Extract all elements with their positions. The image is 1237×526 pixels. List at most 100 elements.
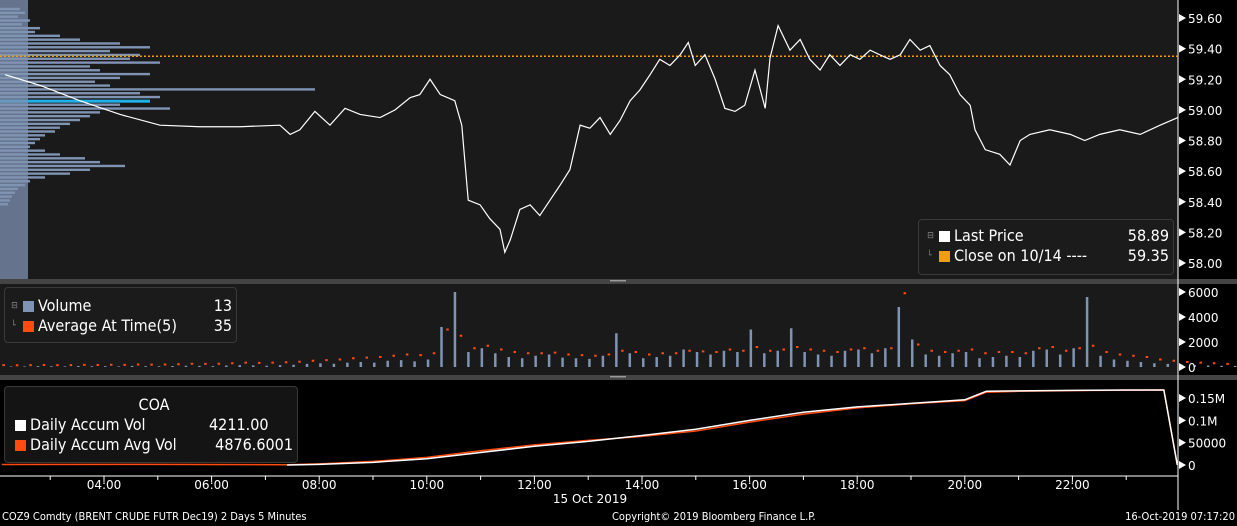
y-tick-marker xyxy=(1179,288,1186,296)
x-tick-label: 12:00 xyxy=(517,478,552,492)
average-dot xyxy=(795,346,799,348)
volume-bar xyxy=(1112,359,1116,367)
legend-item-volume[interactable]: ⊟ Volume 13 xyxy=(11,296,232,316)
volume-bar xyxy=(1233,365,1237,367)
average-dot xyxy=(446,328,449,331)
volume-bar xyxy=(520,358,524,367)
average-dot xyxy=(486,344,490,347)
volume-bar xyxy=(211,366,215,367)
divider-grip[interactable] xyxy=(610,280,626,282)
average-dot xyxy=(56,364,59,367)
average-dot xyxy=(325,359,328,362)
average-dot xyxy=(163,363,167,366)
collapse-icon[interactable]: ⊟ xyxy=(11,301,18,311)
cum-legend: COA Daily Accum Vol 4211.00 Daily Accum A… xyxy=(4,386,298,463)
volume-bar xyxy=(1139,362,1143,367)
average-dot xyxy=(271,361,274,364)
volume-bar xyxy=(1126,360,1129,367)
average-dot xyxy=(1051,346,1054,348)
volume-bar xyxy=(601,355,605,367)
volume-bar xyxy=(359,362,363,367)
x-tick-label: 14:00 xyxy=(625,478,660,492)
volume-profile-poc-bar xyxy=(0,99,150,103)
volume-bar xyxy=(90,366,94,367)
average-dot xyxy=(83,363,86,366)
average-dot xyxy=(930,349,933,352)
divider-grip[interactable] xyxy=(610,376,626,378)
volume-bar xyxy=(884,348,887,367)
volume-bar xyxy=(507,357,510,367)
average-dot xyxy=(1091,344,1095,347)
legend-item-last-price[interactable]: ⊟ Last Price 58.89 xyxy=(927,226,1169,246)
y-tick-marker xyxy=(1179,461,1186,469)
average-dot xyxy=(298,360,301,363)
average-dot xyxy=(136,363,140,366)
legend-item-accum-avg-vol[interactable]: Daily Accum Avg Vol 4876.6001 xyxy=(15,435,293,455)
y-tick-marker xyxy=(1179,394,1186,402)
volume-profile-bar xyxy=(0,46,150,49)
average-dot xyxy=(822,349,826,352)
average-dot xyxy=(607,353,611,356)
tree-branch-icon: └ xyxy=(927,251,932,261)
volume-bar xyxy=(1072,348,1075,367)
volume-bar xyxy=(265,365,268,367)
cum-tick-label: 0.1M xyxy=(1188,414,1217,428)
swatch-icon xyxy=(23,300,34,312)
average-dot xyxy=(405,353,409,356)
footer-copyright: Copyright© 2019 Bloomberg Finance L.P. xyxy=(612,510,816,523)
average-dot xyxy=(594,354,597,357)
y-tick-marker xyxy=(1179,14,1186,22)
volume-bar xyxy=(1166,363,1170,367)
y-tick-marker xyxy=(1179,105,1186,114)
volume-profile-bar xyxy=(0,88,315,91)
average-dot xyxy=(2,364,5,367)
x-tick-label: 22:00 xyxy=(1055,478,1090,492)
last-price-line xyxy=(4,23,1179,255)
average-dot xyxy=(997,351,1001,353)
volume-bar xyxy=(682,349,685,367)
volume-bar xyxy=(709,354,712,367)
y-tick-marker xyxy=(1179,363,1186,371)
volume-bar xyxy=(480,348,484,367)
average-dot xyxy=(917,343,920,346)
price-tick-label: 59.00 xyxy=(1188,104,1222,118)
volume-profile-bar xyxy=(0,122,70,126)
volume-bar xyxy=(426,359,430,367)
volume-bar xyxy=(911,339,914,367)
y-tick-marker xyxy=(1179,44,1186,53)
volume-profile-bar xyxy=(0,57,130,60)
legend-item-accum-vol[interactable]: Daily Accum Vol 4211.00 xyxy=(15,415,293,435)
cum-tick-label: 50000 xyxy=(1188,437,1226,451)
price-tick-label: 59.20 xyxy=(1188,73,1222,87)
legend-item-average[interactable]: └ Average At Time(5) 35 xyxy=(11,316,232,336)
average-dot xyxy=(648,353,651,356)
volume-bar xyxy=(655,357,658,367)
average-dot xyxy=(567,353,570,356)
volume-bar xyxy=(1193,365,1196,367)
legend-label: Average At Time(5) xyxy=(38,316,177,335)
average-dot xyxy=(876,349,880,352)
average-dot xyxy=(419,354,422,357)
legend-item-close[interactable]: └ Close on 10/14 ---- 59.35 xyxy=(927,246,1169,266)
average-dot xyxy=(392,354,395,357)
volume-bar xyxy=(50,366,53,367)
average-dot xyxy=(526,352,530,355)
average-dot xyxy=(809,348,812,351)
average-dot xyxy=(15,364,19,367)
volume-bar xyxy=(776,350,779,367)
price-legend: ⊟ Last Price 58.89 └ Close on 10/14 ---- 59.… xyxy=(918,219,1174,275)
volume-bar xyxy=(628,353,632,367)
average-dot xyxy=(513,351,516,353)
legend-value: 35 xyxy=(213,316,232,335)
swatch-icon xyxy=(15,439,26,451)
collapse-icon[interactable]: ⊟ xyxy=(927,231,934,241)
volume-bar xyxy=(1206,365,1210,367)
average-dot xyxy=(110,363,113,366)
swatch-icon xyxy=(15,419,26,431)
average-dot xyxy=(621,349,624,352)
average-dot xyxy=(863,347,866,350)
footer-ticker: COZ9 Comdty (BRENT CRUDE FUTR Dec19) 2 D… xyxy=(2,510,307,523)
average-dot xyxy=(943,351,947,353)
y-tick-marker xyxy=(1179,75,1186,84)
